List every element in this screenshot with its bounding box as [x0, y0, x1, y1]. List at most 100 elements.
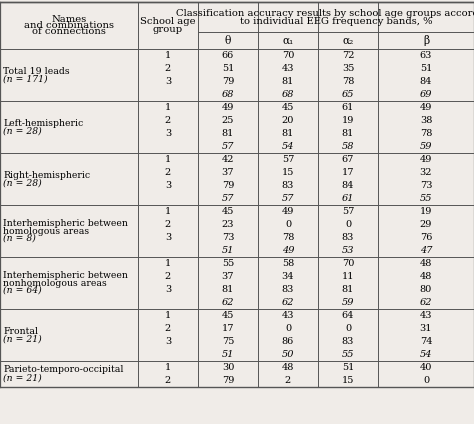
Text: (n = 64): (n = 64) — [3, 285, 42, 295]
Text: and combinations: and combinations — [24, 21, 114, 30]
Text: 57: 57 — [222, 194, 234, 203]
Text: 54: 54 — [420, 350, 432, 359]
Text: 15: 15 — [342, 376, 354, 385]
Text: Left-hemispheric: Left-hemispheric — [3, 118, 83, 128]
Text: 66: 66 — [222, 51, 234, 60]
Text: 1: 1 — [165, 155, 171, 164]
Text: 1: 1 — [165, 103, 171, 112]
Text: Classification accuracy results by school age groups according: Classification accuracy results by schoo… — [176, 8, 474, 17]
Text: 15: 15 — [282, 168, 294, 177]
Text: group: group — [153, 25, 183, 34]
Text: 43: 43 — [282, 311, 294, 320]
Text: 25: 25 — [222, 116, 234, 125]
Text: 69: 69 — [420, 90, 432, 99]
Text: 68: 68 — [282, 90, 294, 99]
Text: 68: 68 — [222, 90, 234, 99]
Text: 48: 48 — [420, 272, 432, 281]
Text: 48: 48 — [420, 259, 432, 268]
Text: 42: 42 — [222, 155, 234, 164]
Text: 17: 17 — [222, 324, 234, 333]
Text: 1: 1 — [165, 259, 171, 268]
Text: 19: 19 — [342, 116, 354, 125]
Text: 81: 81 — [282, 77, 294, 86]
Text: 55: 55 — [342, 350, 354, 359]
Text: 81: 81 — [282, 129, 294, 138]
Text: 1: 1 — [165, 311, 171, 320]
Text: 83: 83 — [282, 181, 294, 190]
Text: 47: 47 — [420, 246, 432, 255]
Text: 3: 3 — [165, 285, 171, 294]
Text: 2: 2 — [165, 376, 171, 385]
Text: (n = 21): (n = 21) — [3, 335, 42, 343]
Text: θ: θ — [225, 36, 231, 45]
Text: 81: 81 — [222, 129, 234, 138]
Text: to individual EEG frequency bands, %: to individual EEG frequency bands, % — [240, 17, 432, 26]
Text: nonhomologous areas: nonhomologous areas — [3, 279, 107, 287]
Text: 51: 51 — [222, 350, 234, 359]
Text: (n = 28): (n = 28) — [3, 179, 42, 187]
Text: 53: 53 — [342, 246, 354, 255]
Text: 37: 37 — [222, 168, 234, 177]
Text: 3: 3 — [165, 129, 171, 138]
Text: 3: 3 — [165, 337, 171, 346]
Text: 58: 58 — [342, 142, 354, 151]
Text: 65: 65 — [342, 90, 354, 99]
Text: 79: 79 — [222, 77, 234, 86]
Text: 57: 57 — [222, 142, 234, 151]
Text: Interhemispheric between: Interhemispheric between — [3, 220, 128, 229]
Text: 83: 83 — [342, 337, 354, 346]
Text: 58: 58 — [282, 259, 294, 268]
Text: Right-hemispheric: Right-hemispheric — [3, 170, 90, 179]
Text: 0: 0 — [423, 376, 429, 385]
Text: 57: 57 — [342, 207, 354, 216]
Text: 84: 84 — [420, 77, 432, 86]
Text: 45: 45 — [222, 311, 234, 320]
Text: 23: 23 — [222, 220, 234, 229]
Text: 2: 2 — [165, 324, 171, 333]
Text: 55: 55 — [222, 259, 234, 268]
Text: 84: 84 — [342, 181, 354, 190]
Text: 48: 48 — [282, 363, 294, 372]
Text: 59: 59 — [342, 298, 354, 307]
Text: Interhemispheric between: Interhemispheric between — [3, 271, 128, 281]
Text: 81: 81 — [342, 129, 354, 138]
Text: 79: 79 — [222, 181, 234, 190]
Text: Names: Names — [51, 15, 87, 24]
Text: (n = 8): (n = 8) — [3, 234, 36, 243]
Text: 62: 62 — [282, 298, 294, 307]
Text: of connections: of connections — [32, 27, 106, 36]
Text: 51: 51 — [342, 363, 354, 372]
Text: 0: 0 — [285, 220, 291, 229]
Text: (n = 171): (n = 171) — [3, 75, 47, 84]
Text: 49: 49 — [282, 207, 294, 216]
Text: 1: 1 — [165, 207, 171, 216]
Text: 50: 50 — [282, 350, 294, 359]
Text: 61: 61 — [342, 103, 354, 112]
Text: 20: 20 — [282, 116, 294, 125]
Text: 19: 19 — [420, 207, 432, 216]
Text: 2: 2 — [165, 64, 171, 73]
Text: 11: 11 — [342, 272, 354, 281]
Text: 70: 70 — [342, 259, 354, 268]
Text: 35: 35 — [342, 64, 354, 73]
Text: 2: 2 — [165, 272, 171, 281]
Text: Total 19 leads: Total 19 leads — [3, 67, 70, 75]
Text: 51: 51 — [222, 64, 234, 73]
Text: 54: 54 — [282, 142, 294, 151]
Text: 63: 63 — [420, 51, 432, 60]
Text: 43: 43 — [420, 311, 432, 320]
Text: 79: 79 — [222, 376, 234, 385]
Text: 83: 83 — [342, 233, 354, 242]
Text: 61: 61 — [342, 194, 354, 203]
Text: 64: 64 — [342, 311, 354, 320]
Text: School age: School age — [140, 17, 196, 26]
Text: 75: 75 — [222, 337, 234, 346]
Text: 34: 34 — [282, 272, 294, 281]
Text: 57: 57 — [282, 194, 294, 203]
Text: 83: 83 — [282, 285, 294, 294]
Text: 2: 2 — [165, 220, 171, 229]
Text: 70: 70 — [282, 51, 294, 60]
Text: 37: 37 — [222, 272, 234, 281]
Text: 2: 2 — [285, 376, 291, 385]
Text: 3: 3 — [165, 181, 171, 190]
